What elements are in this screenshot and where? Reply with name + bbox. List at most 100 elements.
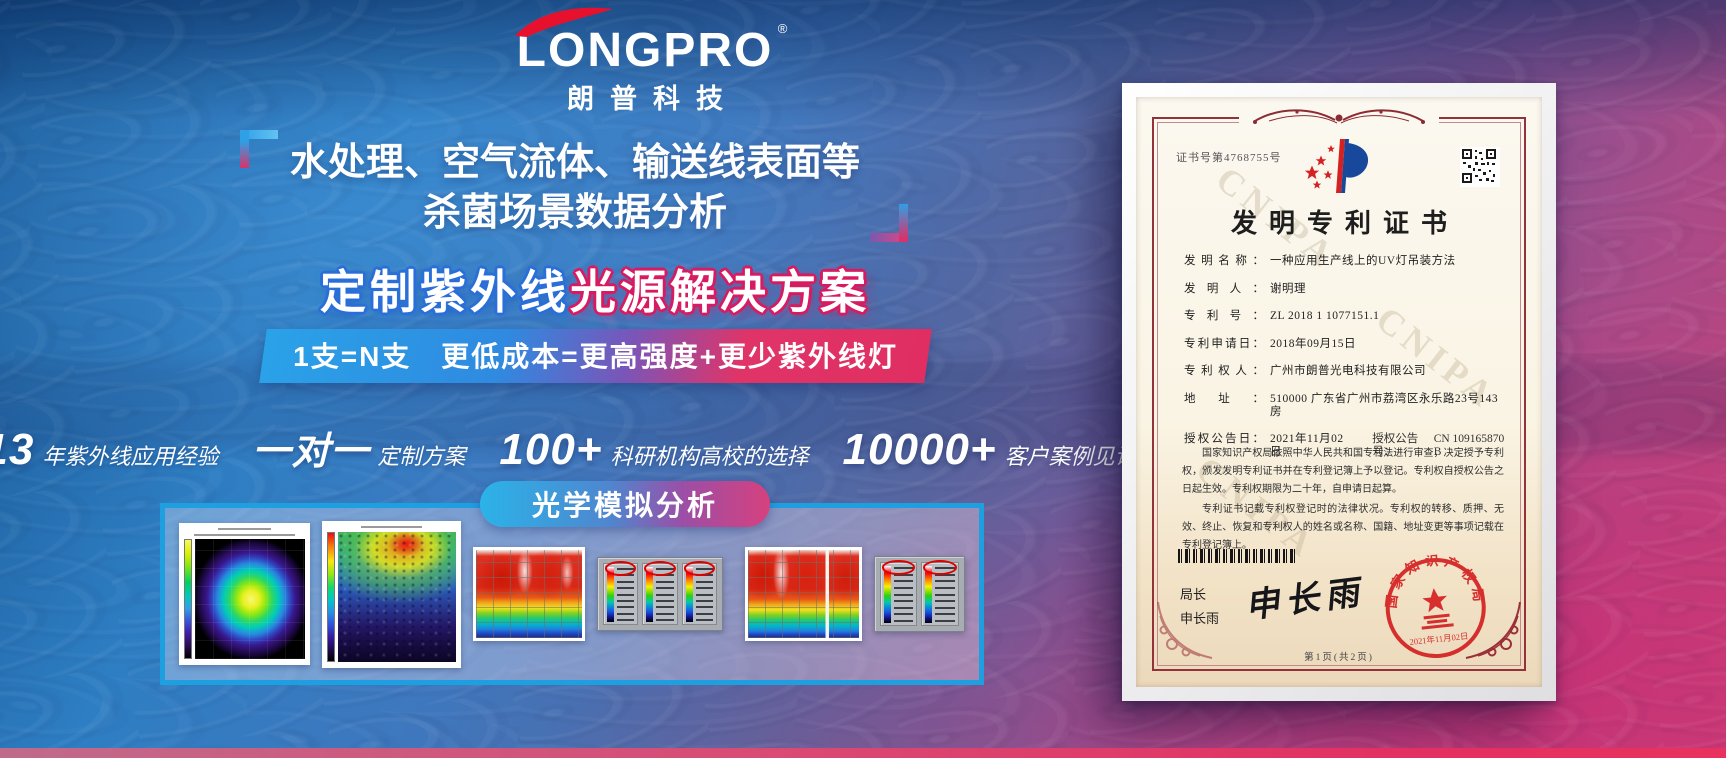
simulation-images-row bbox=[165, 508, 979, 680]
irradiance-blob-plot bbox=[195, 539, 305, 659]
slogan-title-right: 光源解决方案 bbox=[570, 266, 870, 318]
field-label: 专利申请日： bbox=[1184, 337, 1264, 350]
bottom-accent-strip bbox=[0, 748, 1726, 758]
field-value: CN 109165870 B bbox=[1433, 433, 1505, 458]
rainbow-scale-bar bbox=[646, 567, 654, 622]
barcode-icon bbox=[1178, 549, 1296, 563]
certificate-body: 国家知识产权局依照中华人民共和国专利法进行审查，决定授予专利权，颁发发明专利证书… bbox=[1182, 445, 1504, 557]
logo-subtitle: 朗普科技 bbox=[567, 84, 739, 115]
officer-title: 局长 bbox=[1180, 587, 1207, 602]
slogan-banner: 1支=N支 更低成本=更高强度+更少紫外线灯 bbox=[258, 328, 932, 383]
rainbow-scale-bar bbox=[606, 567, 614, 622]
slogan-banner-text: 1支=N支 更低成本=更高强度+更少紫外线灯 bbox=[292, 340, 898, 372]
top-ornament-icon bbox=[1239, 105, 1439, 136]
axis-title-microtext bbox=[360, 525, 423, 528]
field-value: 广州市朗普光电科技有限公司 bbox=[1270, 365, 1426, 377]
headline-line1: 水处理、空气流体、输送线表面等 bbox=[289, 142, 860, 184]
logo-swoosh-icon bbox=[514, 7, 613, 37]
slogan: 定制紫外线光源解决方案 1支=N支 更低成本=更高强度+更少紫外线灯 bbox=[105, 266, 1085, 383]
rainbow-scale-bar bbox=[685, 567, 693, 622]
heatmap-surface bbox=[476, 550, 582, 638]
stat-value: 100+ bbox=[499, 425, 603, 474]
stat-customers: 10000+ 客户案例见证 bbox=[843, 425, 1137, 475]
bracket-close-icon bbox=[870, 204, 908, 242]
field-value: ZL 2018 1 1077151.1 bbox=[1270, 310, 1380, 322]
stat-label: 科研机构高校的选择 bbox=[610, 444, 809, 469]
slogan-title: 定制紫外线光源解决方案 bbox=[105, 266, 1085, 319]
headline-line2: 杀菌场景数据分析 bbox=[422, 192, 727, 234]
sim-image-legend-group-2 bbox=[873, 556, 966, 632]
legend-scale bbox=[602, 561, 639, 625]
legend-scale bbox=[879, 560, 918, 626]
stat-value: 10000+ bbox=[842, 425, 997, 474]
field-row: 专利申请日： 2018年09月15日 bbox=[1184, 338, 1506, 351]
stat-label: 年紫外线应用经验 bbox=[42, 444, 219, 469]
field-row: 地址： 510000 广东省广州市荔湾区永乐路23号143房 bbox=[1184, 393, 1506, 419]
field-row: 发明名称： 一种应用生产线上的UV灯吊装方法 bbox=[1184, 255, 1506, 268]
stat-experience: 13 年紫外线应用经验 bbox=[0, 425, 218, 475]
legend-scale bbox=[681, 561, 718, 625]
colorbar bbox=[326, 531, 335, 662]
qr-code-icon bbox=[1460, 147, 1500, 187]
field-label: 授权公告号： bbox=[1372, 433, 1419, 458]
simulation-badge: 光学模拟分析 bbox=[480, 481, 770, 527]
highlight-oval-icon bbox=[644, 561, 676, 576]
field-row: 发明人： 谢明理 bbox=[1184, 283, 1506, 296]
simulation-panel: 光学模拟分析 bbox=[160, 481, 984, 685]
highlight-oval-icon bbox=[683, 561, 716, 576]
field-label: 发明名称： bbox=[1184, 255, 1264, 267]
national-emblem-icon bbox=[1421, 586, 1449, 613]
legend-scale bbox=[642, 561, 678, 625]
stat-label: 定制方案 bbox=[377, 444, 466, 469]
officer-block: 局长 申长雨 bbox=[1180, 583, 1219, 631]
logo: LONGPRO ® 朗普科技 bbox=[505, 7, 787, 116]
certificate-number: 证书号第4768755号 bbox=[1176, 152, 1282, 164]
highlight-oval-icon bbox=[923, 560, 958, 575]
headline: 水处理、空气流体、输送线表面等 杀菌场景数据分析 bbox=[85, 130, 1065, 242]
field-value: 2018年09月15日 bbox=[1270, 337, 1356, 350]
sim-image-heatmap-2 bbox=[745, 547, 862, 641]
sim-image-irradiance-noise bbox=[321, 520, 462, 668]
field-row: 专利权人： 广州市朗普光电科技有限公司 bbox=[1184, 365, 1506, 378]
patent-certificate-frame: CNIPA CNIPA CNIPA 证书号第4768755号 bbox=[1122, 83, 1556, 701]
officer-signature: 申长雨 bbox=[1246, 573, 1369, 626]
field-value: 510000 广东省广州市荔湾区永乐路23号143房 bbox=[1270, 392, 1499, 418]
officer-name: 申长雨 bbox=[1180, 611, 1220, 626]
field-label: 发明人： bbox=[1184, 282, 1264, 295]
field-label: 专利号： bbox=[1184, 310, 1264, 322]
bracket-open-icon bbox=[239, 130, 278, 168]
field-value: 谢明理 bbox=[1270, 282, 1306, 295]
highlight-oval-icon bbox=[604, 561, 637, 576]
page-footer: 第1页(共2页) bbox=[1304, 653, 1374, 663]
irradiance-noise-plot bbox=[337, 531, 457, 662]
rainbow-scale-bar bbox=[925, 566, 933, 623]
logo-text: LONGPRO bbox=[516, 24, 774, 77]
cnipa-logo-icon bbox=[1303, 137, 1375, 202]
colorbar bbox=[184, 539, 192, 659]
slogan-title-left: 定制紫外线 bbox=[320, 266, 570, 318]
sim-image-legend-group-1 bbox=[596, 557, 724, 631]
sim-image-heatmap-1 bbox=[473, 547, 585, 641]
stats-row: 13 年紫外线应用经验 一对一 定制方案 100+ 科研机构高校的选择 1000… bbox=[0, 420, 1137, 475]
body-paragraph-2: 专利证书记载专利权登记时的法律状况。专利权的转移、质押、无效、终止、恢复和专利权… bbox=[1182, 504, 1504, 551]
field-label: 地址： bbox=[1184, 392, 1264, 405]
field-label: 专利权人： bbox=[1184, 365, 1264, 377]
field-row: 专利号： ZL 2018 1 1077151.1 bbox=[1184, 310, 1506, 323]
simulation-badge-text: 光学模拟分析 bbox=[531, 490, 718, 521]
grant-row: 授权公告日： 2021年11月02日 授权公告号： CN 109165870 B bbox=[1184, 433, 1506, 459]
axis-title-microtext bbox=[218, 528, 271, 530]
sim-image-irradiance-blob bbox=[179, 523, 310, 665]
legend-scale bbox=[921, 560, 960, 626]
stat-label: 客户案例见证 bbox=[1004, 444, 1137, 469]
rainbow-scale-bar bbox=[883, 566, 891, 623]
field-value: 2021年11月02日 bbox=[1270, 433, 1344, 458]
body-paragraph-1: 国家知识产权局依照中华人民共和国专利法进行审查，决定授予专利权，颁发发明专利证书… bbox=[1182, 448, 1504, 495]
axis-subtitle-microtext bbox=[194, 534, 295, 536]
stat-value: 13 bbox=[0, 425, 35, 474]
field-value: 一种应用生产线上的UV灯吊装方法 bbox=[1270, 255, 1456, 267]
heatmap-surface bbox=[748, 550, 859, 638]
registered-mark: ® bbox=[777, 21, 790, 36]
stat-institutions: 100+ 科研机构高校的选择 bbox=[499, 425, 808, 475]
stat-value: 一对一 bbox=[252, 431, 370, 473]
